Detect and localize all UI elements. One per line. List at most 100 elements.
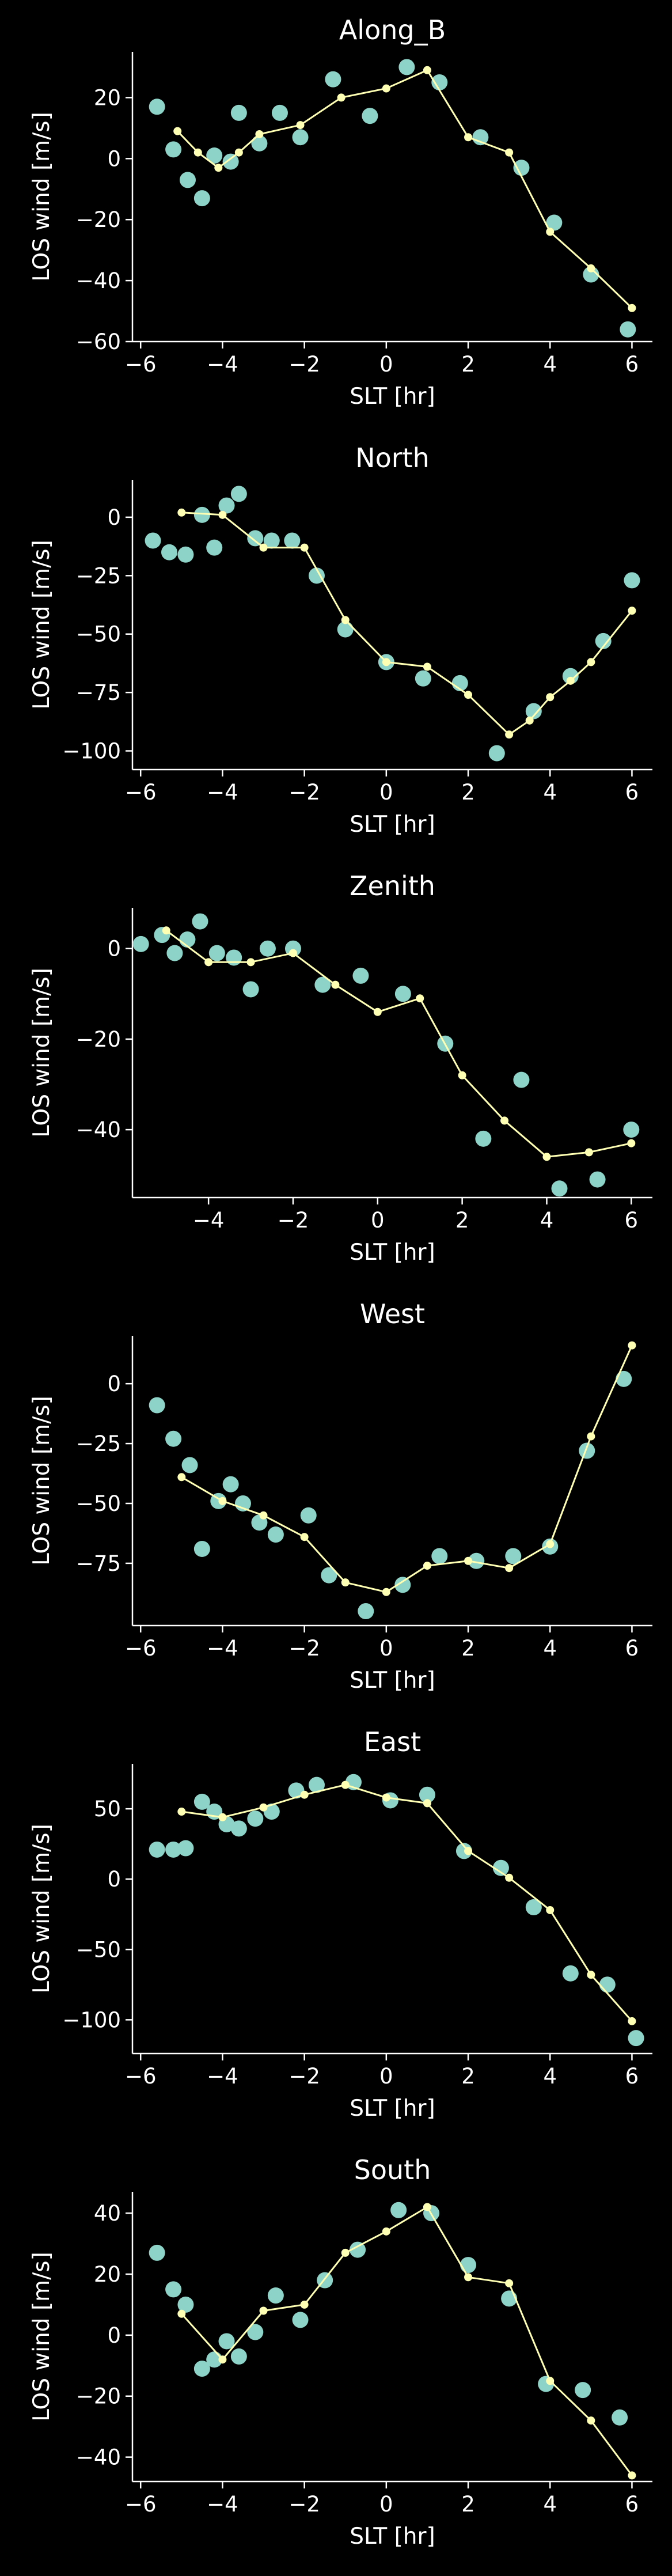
scatter-point bbox=[251, 135, 268, 151]
line-point bbox=[546, 2377, 555, 2385]
line-point bbox=[331, 980, 340, 989]
x-axis-label: SLT [hr] bbox=[350, 384, 435, 410]
x-tick-label: 6 bbox=[625, 352, 639, 377]
x-tick-label: 2 bbox=[455, 1208, 469, 1233]
scatter-point bbox=[218, 2333, 235, 2350]
y-tick-label: 50 bbox=[94, 1797, 121, 1821]
scatter-point bbox=[284, 940, 301, 957]
series-line bbox=[165, 930, 632, 1158]
y-tick-label: −20 bbox=[76, 207, 121, 232]
scatter-point bbox=[468, 1552, 485, 1569]
y-tick-label: 0 bbox=[107, 1372, 121, 1396]
scatter-point bbox=[193, 190, 210, 207]
scatter-point bbox=[263, 532, 280, 549]
y-tick-label: −75 bbox=[76, 680, 121, 705]
scatter-point bbox=[230, 104, 247, 121]
line-point bbox=[341, 1578, 350, 1587]
scatter-point bbox=[165, 1430, 182, 1447]
line-point bbox=[423, 662, 431, 671]
line-point bbox=[300, 1790, 309, 1799]
scatter-point bbox=[579, 1442, 595, 1459]
scatter-point bbox=[390, 2202, 407, 2218]
line-point bbox=[423, 2203, 431, 2211]
y-tick-label: −25 bbox=[76, 563, 121, 588]
line-point bbox=[218, 2355, 227, 2364]
line-point bbox=[505, 730, 514, 739]
y-tick-label: −75 bbox=[76, 1551, 121, 1576]
scatter-point bbox=[358, 1603, 374, 1620]
line-point bbox=[341, 2248, 350, 2257]
scatter-point bbox=[460, 2257, 477, 2274]
x-tick-label: −4 bbox=[207, 780, 238, 805]
scatter-point bbox=[325, 71, 341, 88]
line-point bbox=[416, 994, 424, 1003]
line-point bbox=[382, 658, 390, 666]
chart-title: South bbox=[354, 2154, 431, 2185]
scatter-point bbox=[350, 2241, 366, 2258]
y-tick-label: −40 bbox=[76, 268, 121, 293]
line-point bbox=[464, 1847, 473, 1855]
x-tick-label: 2 bbox=[461, 2064, 475, 2089]
x-tick-label: −2 bbox=[288, 1636, 320, 1661]
x-tick-label: −6 bbox=[125, 2492, 157, 2517]
x-tick-label: −2 bbox=[288, 2064, 320, 2089]
scatter-point bbox=[230, 2348, 247, 2365]
line-point bbox=[300, 1533, 309, 1541]
line-point bbox=[542, 1153, 551, 1161]
x-tick-label: 4 bbox=[543, 2492, 557, 2517]
line-point bbox=[382, 84, 390, 93]
line-point bbox=[628, 2017, 636, 2025]
line-point bbox=[382, 2227, 390, 2236]
scatter-point bbox=[300, 1507, 317, 1524]
chart-panel-3: West −6 −4 −2 0 2 4 6 −75 −50 −25 0 SLT [hr] LOS wind… bbox=[29, 1298, 652, 1694]
y-tick-label: 0 bbox=[107, 1867, 121, 1892]
scatter-point bbox=[394, 1577, 411, 1593]
line-point bbox=[587, 658, 595, 666]
line-point bbox=[255, 130, 264, 138]
scatter-point bbox=[431, 74, 448, 90]
line-point bbox=[423, 1799, 431, 1808]
x-axis-label: SLT [hr] bbox=[350, 1668, 435, 1694]
line-point bbox=[458, 1071, 466, 1079]
scatter-point bbox=[145, 532, 161, 549]
scatter-point bbox=[292, 129, 309, 146]
line-point bbox=[627, 1139, 636, 1147]
scatter-point bbox=[562, 1965, 579, 1982]
scatter-point bbox=[595, 632, 612, 649]
y-tick-label: 20 bbox=[94, 85, 121, 110]
x-tick-label: 0 bbox=[379, 2492, 393, 2517]
x-tick-label: 4 bbox=[540, 1208, 554, 1233]
line-point bbox=[546, 1906, 555, 1914]
y-tick-label: −50 bbox=[76, 1937, 121, 1962]
scatter-point bbox=[230, 1820, 247, 1837]
y-axis-label: LOS wind [m/s] bbox=[29, 540, 55, 710]
scatter-point bbox=[247, 1810, 264, 1827]
series-line bbox=[177, 69, 633, 309]
chart-title: North bbox=[355, 442, 430, 473]
y-tick-label: 0 bbox=[107, 2323, 121, 2348]
line-point bbox=[587, 1432, 595, 1441]
line-point bbox=[296, 121, 305, 130]
scatter-point bbox=[616, 1370, 632, 1387]
scatter-point bbox=[525, 703, 542, 719]
line-point bbox=[246, 958, 255, 967]
scatter-point bbox=[192, 913, 208, 930]
line-point bbox=[628, 2471, 636, 2480]
y-tick-label: 0 bbox=[107, 937, 121, 961]
line-point bbox=[373, 1007, 382, 1016]
line-point bbox=[505, 1564, 514, 1573]
y-axis-label: LOS wind [m/s] bbox=[29, 1824, 55, 1994]
scatter-point bbox=[165, 1841, 182, 1858]
scatter-point bbox=[132, 935, 149, 952]
scatter-point bbox=[583, 266, 599, 283]
scatter-point bbox=[362, 108, 378, 124]
scatter-point bbox=[394, 986, 411, 1002]
line-point bbox=[259, 543, 268, 552]
line-point bbox=[300, 2300, 309, 2309]
x-tick-label: −6 bbox=[125, 780, 157, 805]
x-tick-label: −6 bbox=[125, 1636, 157, 1661]
scatter-point bbox=[620, 321, 636, 338]
scatter-point bbox=[165, 141, 182, 158]
x-tick-label: −2 bbox=[288, 2492, 320, 2517]
